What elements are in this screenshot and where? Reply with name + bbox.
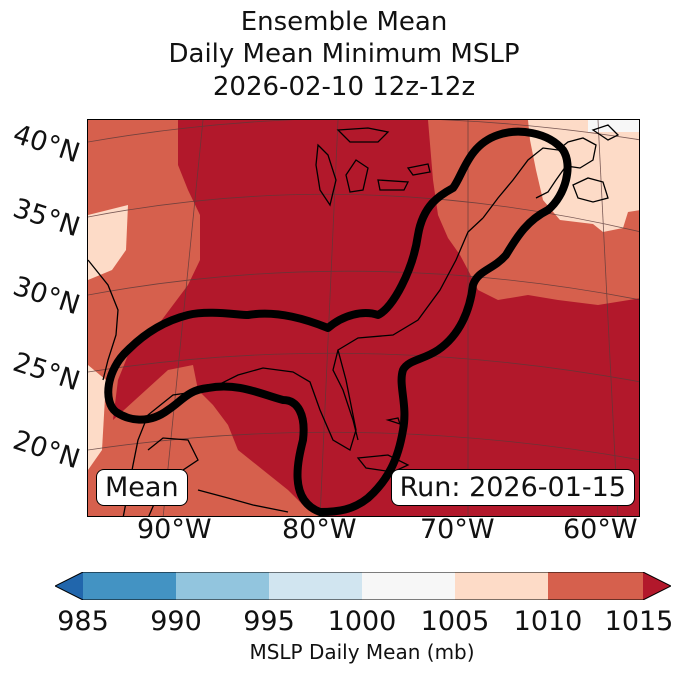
lon-label-90w: 90°W bbox=[137, 514, 212, 545]
colorbar-segment-1005-1010 bbox=[455, 572, 548, 600]
lat-label-40n: 40°N bbox=[9, 118, 84, 170]
colorbar-segment-985-990 bbox=[83, 572, 176, 600]
title-line-3: 2026-02-10 12z-12z bbox=[212, 72, 476, 102]
colorbar-tick-1015: 1015 bbox=[604, 606, 674, 637]
run-label-box: Run: 2026-01-15 bbox=[390, 469, 635, 506]
colorbar-under-arrow bbox=[55, 572, 83, 600]
lat-label-20n: 20°N bbox=[9, 424, 84, 476]
map-panel: Mean Run: 2026-01-15 bbox=[87, 119, 640, 517]
title-line-2: Daily Mean Minimum MSLP bbox=[168, 39, 520, 69]
member-label-box: Mean bbox=[96, 469, 188, 506]
lat-label-30n: 30°N bbox=[9, 270, 84, 322]
lat-label-35n: 35°N bbox=[9, 192, 84, 244]
colorbar-segment-995-1000 bbox=[269, 572, 362, 600]
ensemble-contour-1010 bbox=[104, 127, 572, 516]
colorbar-tick-1000: 1000 bbox=[327, 606, 397, 637]
graticule bbox=[88, 120, 639, 516]
colorbar-tick-1010: 1010 bbox=[513, 606, 583, 637]
lon-label-70w: 70°W bbox=[420, 514, 495, 545]
lon-label-80w: 80°W bbox=[282, 514, 357, 545]
colorbar-label: MSLP Daily Mean (mb) bbox=[249, 640, 475, 664]
title-line-1: Ensemble Mean bbox=[240, 7, 448, 37]
map-canvas bbox=[88, 120, 639, 516]
colorbar-tick-1005: 1005 bbox=[420, 606, 490, 637]
colorbar-tick-995: 995 bbox=[243, 606, 295, 637]
lon-label-60w: 60°W bbox=[563, 514, 638, 545]
colorbar bbox=[55, 572, 671, 600]
pressure-region-1000-1005-west bbox=[88, 205, 128, 280]
lat-label-25n: 25°N bbox=[9, 346, 84, 398]
colorbar-segment-990-995 bbox=[176, 572, 269, 600]
colorbar-tick-990: 990 bbox=[150, 606, 202, 637]
colorbar-tick-985: 985 bbox=[57, 606, 109, 637]
pressure-region-1000-1005-southwest bbox=[88, 365, 106, 470]
colorbar-segment-1010-1015 bbox=[548, 572, 643, 600]
colorbar-segment-1000-1005 bbox=[362, 572, 455, 600]
pressure-region-995-1000 bbox=[588, 120, 639, 132]
colorbar-over-arrow bbox=[643, 572, 671, 600]
